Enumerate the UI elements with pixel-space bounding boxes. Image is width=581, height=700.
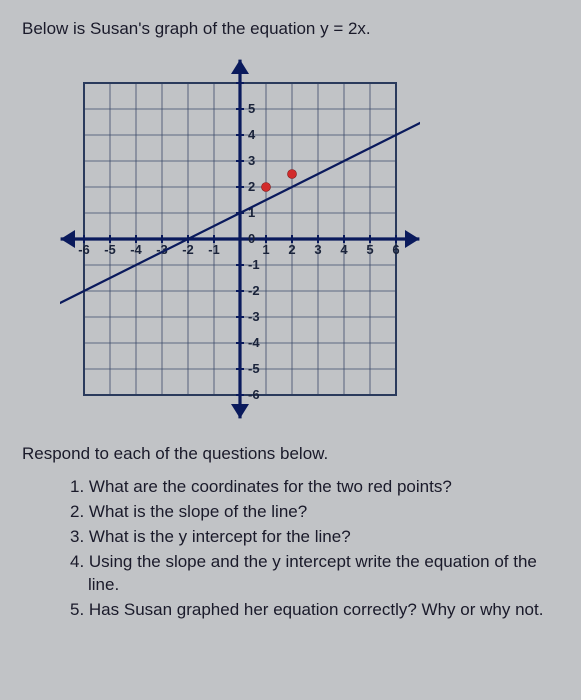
graph-container: -6-5-4-3-2-1123456543210-1-2-3-4-5-6 <box>60 59 559 419</box>
coordinate-graph: -6-5-4-3-2-1123456543210-1-2-3-4-5-6 <box>60 59 420 419</box>
question-text: Using the slope and the y intercept writ… <box>88 552 537 594</box>
svg-text:-6: -6 <box>78 242 90 257</box>
svg-text:0: 0 <box>248 231 255 246</box>
svg-text:-3: -3 <box>248 309 260 324</box>
list-item: 3. What is the y intercept for the line? <box>70 526 549 549</box>
svg-text:4: 4 <box>248 127 256 142</box>
question-number: 5. <box>70 600 89 619</box>
question-number: 4. <box>70 552 89 571</box>
svg-text:2: 2 <box>248 179 255 194</box>
list-item: 5. Has Susan graphed her equation correc… <box>70 599 549 622</box>
svg-text:5: 5 <box>366 242 373 257</box>
svg-text:-4: -4 <box>130 242 142 257</box>
prompt-text: Respond to each of the questions below. <box>22 443 559 466</box>
svg-text:-1: -1 <box>208 242 220 257</box>
svg-text:1: 1 <box>262 242 269 257</box>
svg-text:-6: -6 <box>248 387 260 402</box>
question-list: 1. What are the coordinates for the two … <box>70 476 549 622</box>
svg-text:4: 4 <box>340 242 348 257</box>
question-number: 3. <box>70 527 89 546</box>
question-text: What are the coordinates for the two red… <box>89 477 452 496</box>
svg-text:-5: -5 <box>104 242 116 257</box>
svg-text:3: 3 <box>314 242 321 257</box>
question-text: Has Susan graphed her equation correctly… <box>89 600 544 619</box>
svg-text:6: 6 <box>392 242 399 257</box>
question-number: 1. <box>70 477 89 496</box>
svg-text:3: 3 <box>248 153 255 168</box>
list-item: 1. What are the coordinates for the two … <box>70 476 549 499</box>
question-number: 2. <box>70 502 89 521</box>
question-text: What is the y intercept for the line? <box>89 527 351 546</box>
svg-text:-4: -4 <box>248 335 260 350</box>
list-item: 4. Using the slope and the y intercept w… <box>70 551 549 597</box>
svg-text:-1: -1 <box>248 257 260 272</box>
svg-text:-2: -2 <box>182 242 194 257</box>
svg-text:2: 2 <box>288 242 295 257</box>
list-item: 2. What is the slope of the line? <box>70 501 549 524</box>
svg-text:-5: -5 <box>248 361 260 376</box>
page-title: Below is Susan's graph of the equation y… <box>22 18 559 41</box>
question-text: What is the slope of the line? <box>89 502 307 521</box>
svg-text:-2: -2 <box>248 283 260 298</box>
svg-text:5: 5 <box>248 101 255 116</box>
